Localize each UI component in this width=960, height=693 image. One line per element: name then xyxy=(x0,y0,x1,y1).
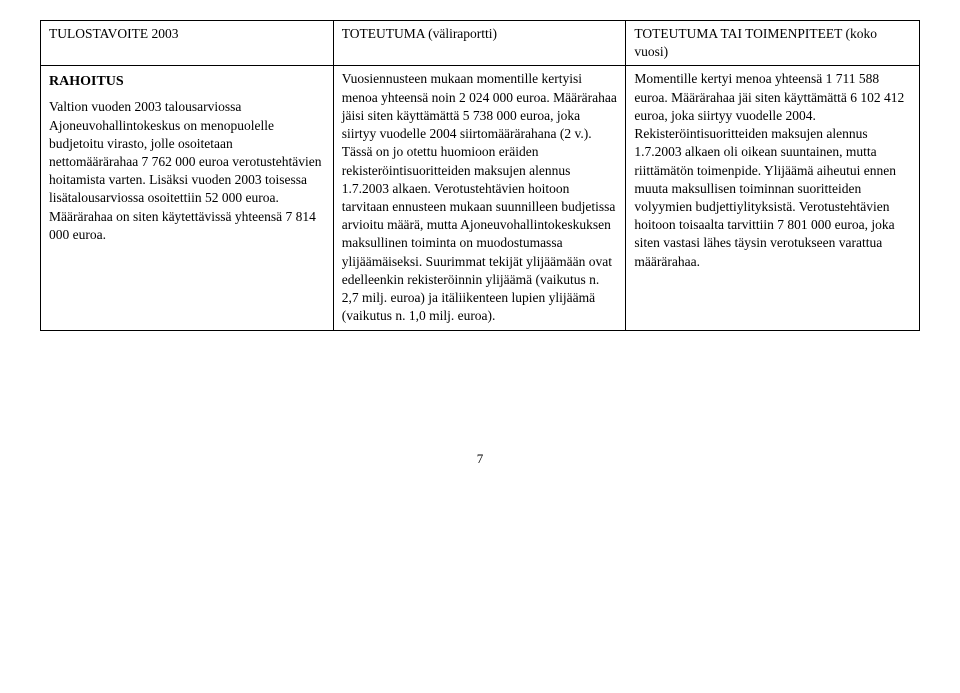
header-col3: TOTEUTUMA TAI TOIMENPITEET (koko vuosi) xyxy=(626,21,920,66)
page-number: 7 xyxy=(40,451,920,467)
section-heading: RAHOITUS xyxy=(49,73,325,92)
cell-col3: Momentille kertyi menoa yhteensä 1 711 5… xyxy=(626,66,920,330)
main-table: TULOSTAVOITE 2003 TOTEUTUMA (väliraportt… xyxy=(40,20,920,331)
cell-text-2: Vuosiennusteen mukaan momentille kertyis… xyxy=(342,70,618,325)
header-col2: TOTEUTUMA (väliraportti) xyxy=(333,21,626,66)
cell-text-3: Momentille kertyi menoa yhteensä 1 711 5… xyxy=(634,70,911,270)
table-body-row: RAHOITUS Valtion vuoden 2003 talousarvio… xyxy=(41,66,920,330)
header-col1: TULOSTAVOITE 2003 xyxy=(41,21,334,66)
cell-col1: RAHOITUS Valtion vuoden 2003 talousarvio… xyxy=(41,66,334,330)
cell-col2: Vuosiennusteen mukaan momentille kertyis… xyxy=(333,66,626,330)
cell-text-1: Valtion vuoden 2003 talousarviossa Ajone… xyxy=(49,98,325,244)
table-header-row: TULOSTAVOITE 2003 TOTEUTUMA (väliraportt… xyxy=(41,21,920,66)
document-page: TULOSTAVOITE 2003 TOTEUTUMA (väliraportt… xyxy=(0,0,960,477)
